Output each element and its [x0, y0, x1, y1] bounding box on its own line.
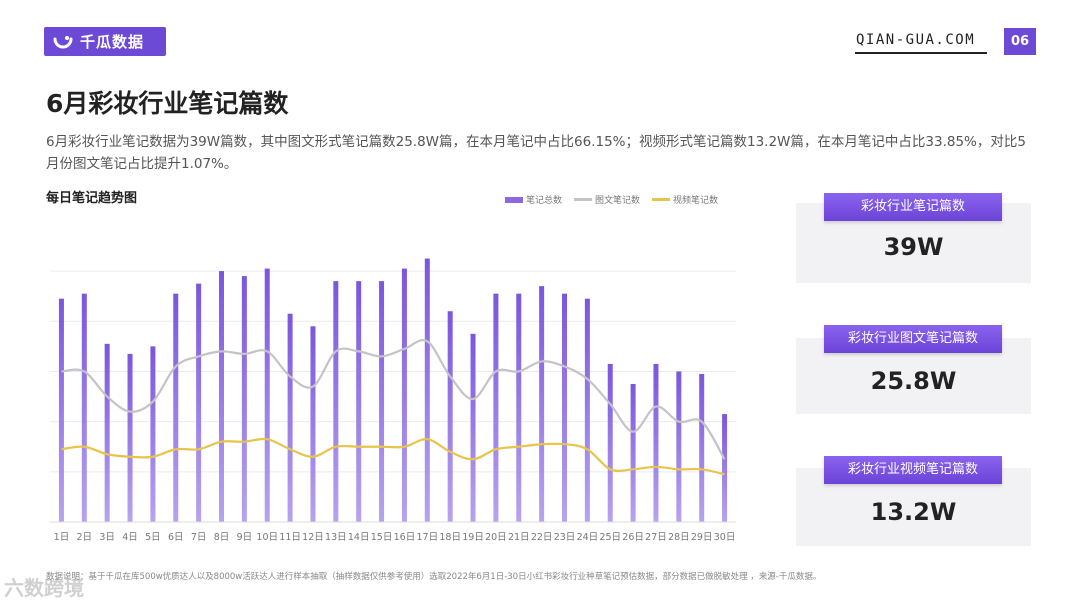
bar-25日 — [607, 363, 613, 522]
x-tick-label: 5日 — [145, 532, 161, 543]
x-tick-label: 16日 — [394, 532, 416, 543]
bar-15日 — [379, 281, 385, 522]
x-tick-label: 23日 — [554, 532, 576, 543]
x-tick-label: 27日 — [645, 532, 667, 543]
bar-8日 — [219, 271, 224, 522]
brand-logo: 千瓜数据 — [44, 27, 166, 56]
x-tick-label: 26日 — [622, 532, 644, 543]
bar-5日 — [150, 346, 156, 522]
site-url: QIAN-GUA.COM — [856, 32, 976, 48]
x-tick-label: 13日 — [325, 532, 347, 543]
x-tick-label: 11日 — [279, 532, 301, 543]
bar-19日 — [470, 333, 476, 522]
footnote: 数据说明：基于千瓜在库500w优质达人以及8000w活跃达人进行样本抽取（抽样数… — [46, 572, 822, 582]
x-tick-label: 9日 — [237, 532, 253, 543]
x-tick-label: 17日 — [417, 532, 439, 543]
bar-26日 — [630, 384, 636, 522]
bar-30日 — [722, 414, 728, 522]
legend-label-total: 笔记总数 — [526, 196, 563, 206]
logo-icon — [53, 35, 73, 48]
x-tick-label: 10日 — [256, 532, 278, 543]
chart-title: 每日笔记趋势图 — [46, 191, 138, 206]
bar-3日 — [104, 343, 110, 522]
x-tick-label: 20日 — [485, 532, 507, 543]
x-tick-label: 30日 — [714, 532, 736, 543]
legend-swatch-video — [652, 198, 671, 201]
bar-9日 — [241, 276, 247, 522]
card-video-label: 彩妆行业视频笔记篇数 — [824, 456, 1002, 484]
legend-swatch-image — [574, 198, 593, 201]
legend-swatch-total — [505, 196, 523, 203]
x-tick-label: 15日 — [371, 532, 393, 543]
bar-7日 — [196, 283, 202, 522]
x-tick-label: 3日 — [99, 532, 115, 543]
bar-21日 — [516, 293, 522, 522]
bar-10日 — [264, 268, 270, 522]
bar-16日 — [401, 268, 407, 522]
watermark: 六数跨境 — [4, 576, 84, 600]
x-tick-label: 14日 — [348, 532, 370, 543]
page-description: 6月彩妆行业笔记数据为39W篇数，其中图文形式笔记篇数25.8W篇，在本月笔记中… — [46, 134, 1026, 172]
line-series-video — [61, 437, 725, 476]
line-series-image — [61, 339, 726, 460]
logo-text: 千瓜数据 — [80, 33, 145, 51]
daily-notes-chart: 1日 2日 3日 4日 5日 6日 7日 8日 9日 10日 11日 12日 13日 14日 15日 16日 1… — [50, 258, 736, 543]
bar-14日 — [356, 281, 362, 522]
x-tick-label: 2日 — [77, 532, 93, 543]
bar-12日 — [310, 326, 316, 522]
chart-legend: 笔记总数 图文笔记数 视频笔记数 — [505, 193, 718, 206]
site-underline — [855, 52, 987, 54]
legend-item-total: 笔记总数 — [505, 193, 562, 206]
card-image-label: 彩妆行业图文笔记篇数 — [824, 325, 1002, 353]
legend-label-image: 图文笔记数 — [595, 196, 641, 206]
x-tick-label: 18日 — [439, 532, 461, 543]
bar-2日 — [81, 293, 87, 522]
bar-29日 — [699, 373, 705, 522]
x-tick-label: 21日 — [508, 532, 530, 543]
legend-item-video: 视频笔记数 — [652, 193, 718, 206]
bar-6日 — [173, 293, 179, 522]
card-video-value: 13.2W — [870, 498, 957, 526]
bar-1日 — [58, 298, 64, 522]
bar-11日 — [287, 313, 293, 522]
x-tick-label: 24日 — [577, 532, 599, 543]
card-image-value: 25.8W — [870, 367, 957, 395]
x-tick-label: 22日 — [531, 532, 553, 543]
x-tick-label: 8日 — [214, 532, 230, 543]
bar-28日 — [676, 371, 682, 522]
x-tick-label: 6日 — [168, 532, 184, 543]
bar-13日 — [333, 281, 339, 522]
bar-20日 — [493, 293, 499, 522]
x-tick-label: 25日 — [599, 532, 621, 543]
x-tick-label: 4日 — [122, 532, 138, 543]
x-tick-label: 1日 — [54, 532, 70, 543]
bar-22日 — [539, 286, 545, 522]
page-title: 6月彩妆行业笔记篇数 — [46, 89, 289, 118]
x-tick-label: 29日 — [691, 532, 713, 543]
x-tick-label: 12日 — [302, 532, 324, 543]
bar-23日 — [562, 293, 567, 522]
bar-18日 — [447, 311, 453, 522]
bar-24日 — [584, 298, 590, 522]
x-tick-label: 28日 — [668, 532, 690, 543]
x-tick-label: 7日 — [191, 532, 207, 543]
legend-item-image: 图文笔记数 — [574, 193, 640, 206]
card-total-value: 39W — [883, 233, 944, 261]
page-number: 06 — [1004, 28, 1036, 55]
bar-17日 — [424, 258, 430, 522]
legend-label-video: 视频笔记数 — [673, 196, 719, 206]
x-tick-label: 19日 — [462, 532, 484, 543]
bar-4日 — [127, 353, 133, 522]
bar-27日 — [653, 363, 659, 522]
card-total-label: 彩妆行业笔记篇数 — [824, 193, 1002, 221]
